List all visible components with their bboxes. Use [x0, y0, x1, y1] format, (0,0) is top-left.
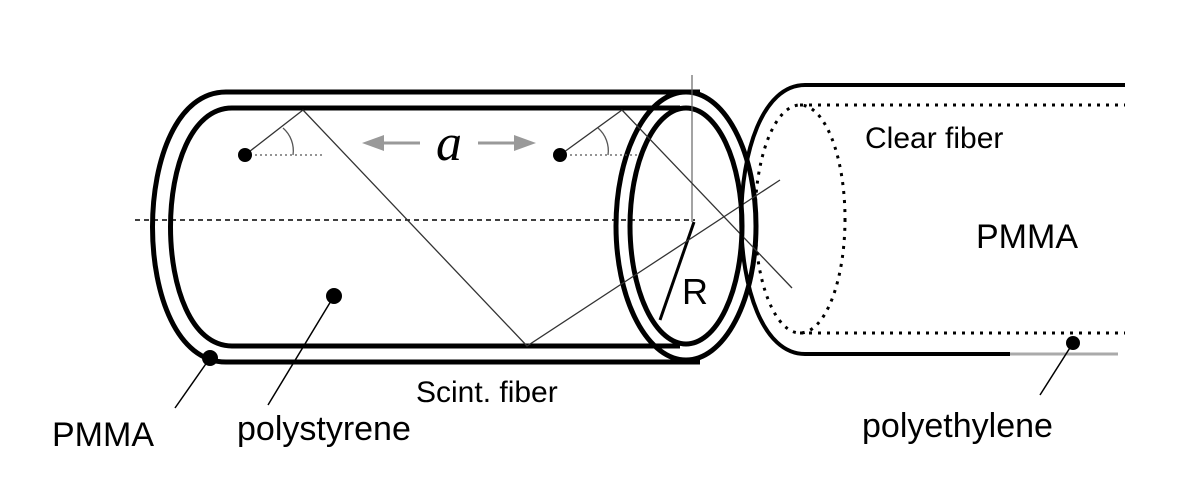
- clear-fiber-core-end: [753, 103, 847, 335]
- marker-scint-core: [326, 288, 342, 304]
- radius-label: R: [682, 271, 708, 312]
- leader-scint-cladding: [174, 357, 211, 409]
- scint-core-label: polystyrene: [237, 410, 411, 448]
- emission-point-right: [553, 148, 567, 162]
- scint-fiber-outer-cladding: [150, 89, 700, 365]
- scint-cladding-label: PMMA: [52, 416, 154, 454]
- emission-ray-right: [559, 109, 623, 156]
- scint-fiber-label: Scint. fiber: [416, 376, 558, 409]
- spacing-arrow: [362, 135, 536, 151]
- emission-angle-markers: [245, 127, 640, 156]
- spacing-label: a: [436, 115, 462, 172]
- radius-line: [658, 221, 696, 321]
- scint-fiber-end-outer: [613, 89, 759, 363]
- light-ray-1: [302, 109, 781, 347]
- emission-point-left: [238, 148, 252, 162]
- scint-fiber-core-boundary: [168, 105, 680, 349]
- emission-ray-left: [244, 109, 304, 156]
- clear-jacket-label: polyethylene: [862, 407, 1053, 445]
- leader-scint-core: [267, 295, 335, 406]
- marker-scint-cladding: [202, 350, 218, 366]
- light-ray-2: [621, 109, 793, 289]
- spacing-arrow-left-head: [362, 135, 384, 151]
- clear-fiber-body: [739, 83, 1125, 356]
- clear-core-label: PMMA: [976, 218, 1078, 256]
- marker-clear-jacket: [1066, 336, 1080, 350]
- clear-fiber-outer-jacket: [739, 83, 1125, 356]
- spacing-arrow-right-head: [514, 135, 536, 151]
- angle-arc-left: [282, 127, 294, 156]
- light-rays: [244, 109, 793, 347]
- leader-clear-jacket: [1039, 342, 1074, 396]
- angle-arc-right: [597, 127, 609, 156]
- leader-lines: [174, 295, 1074, 409]
- clear-fiber-label: Clear fiber: [865, 122, 1003, 155]
